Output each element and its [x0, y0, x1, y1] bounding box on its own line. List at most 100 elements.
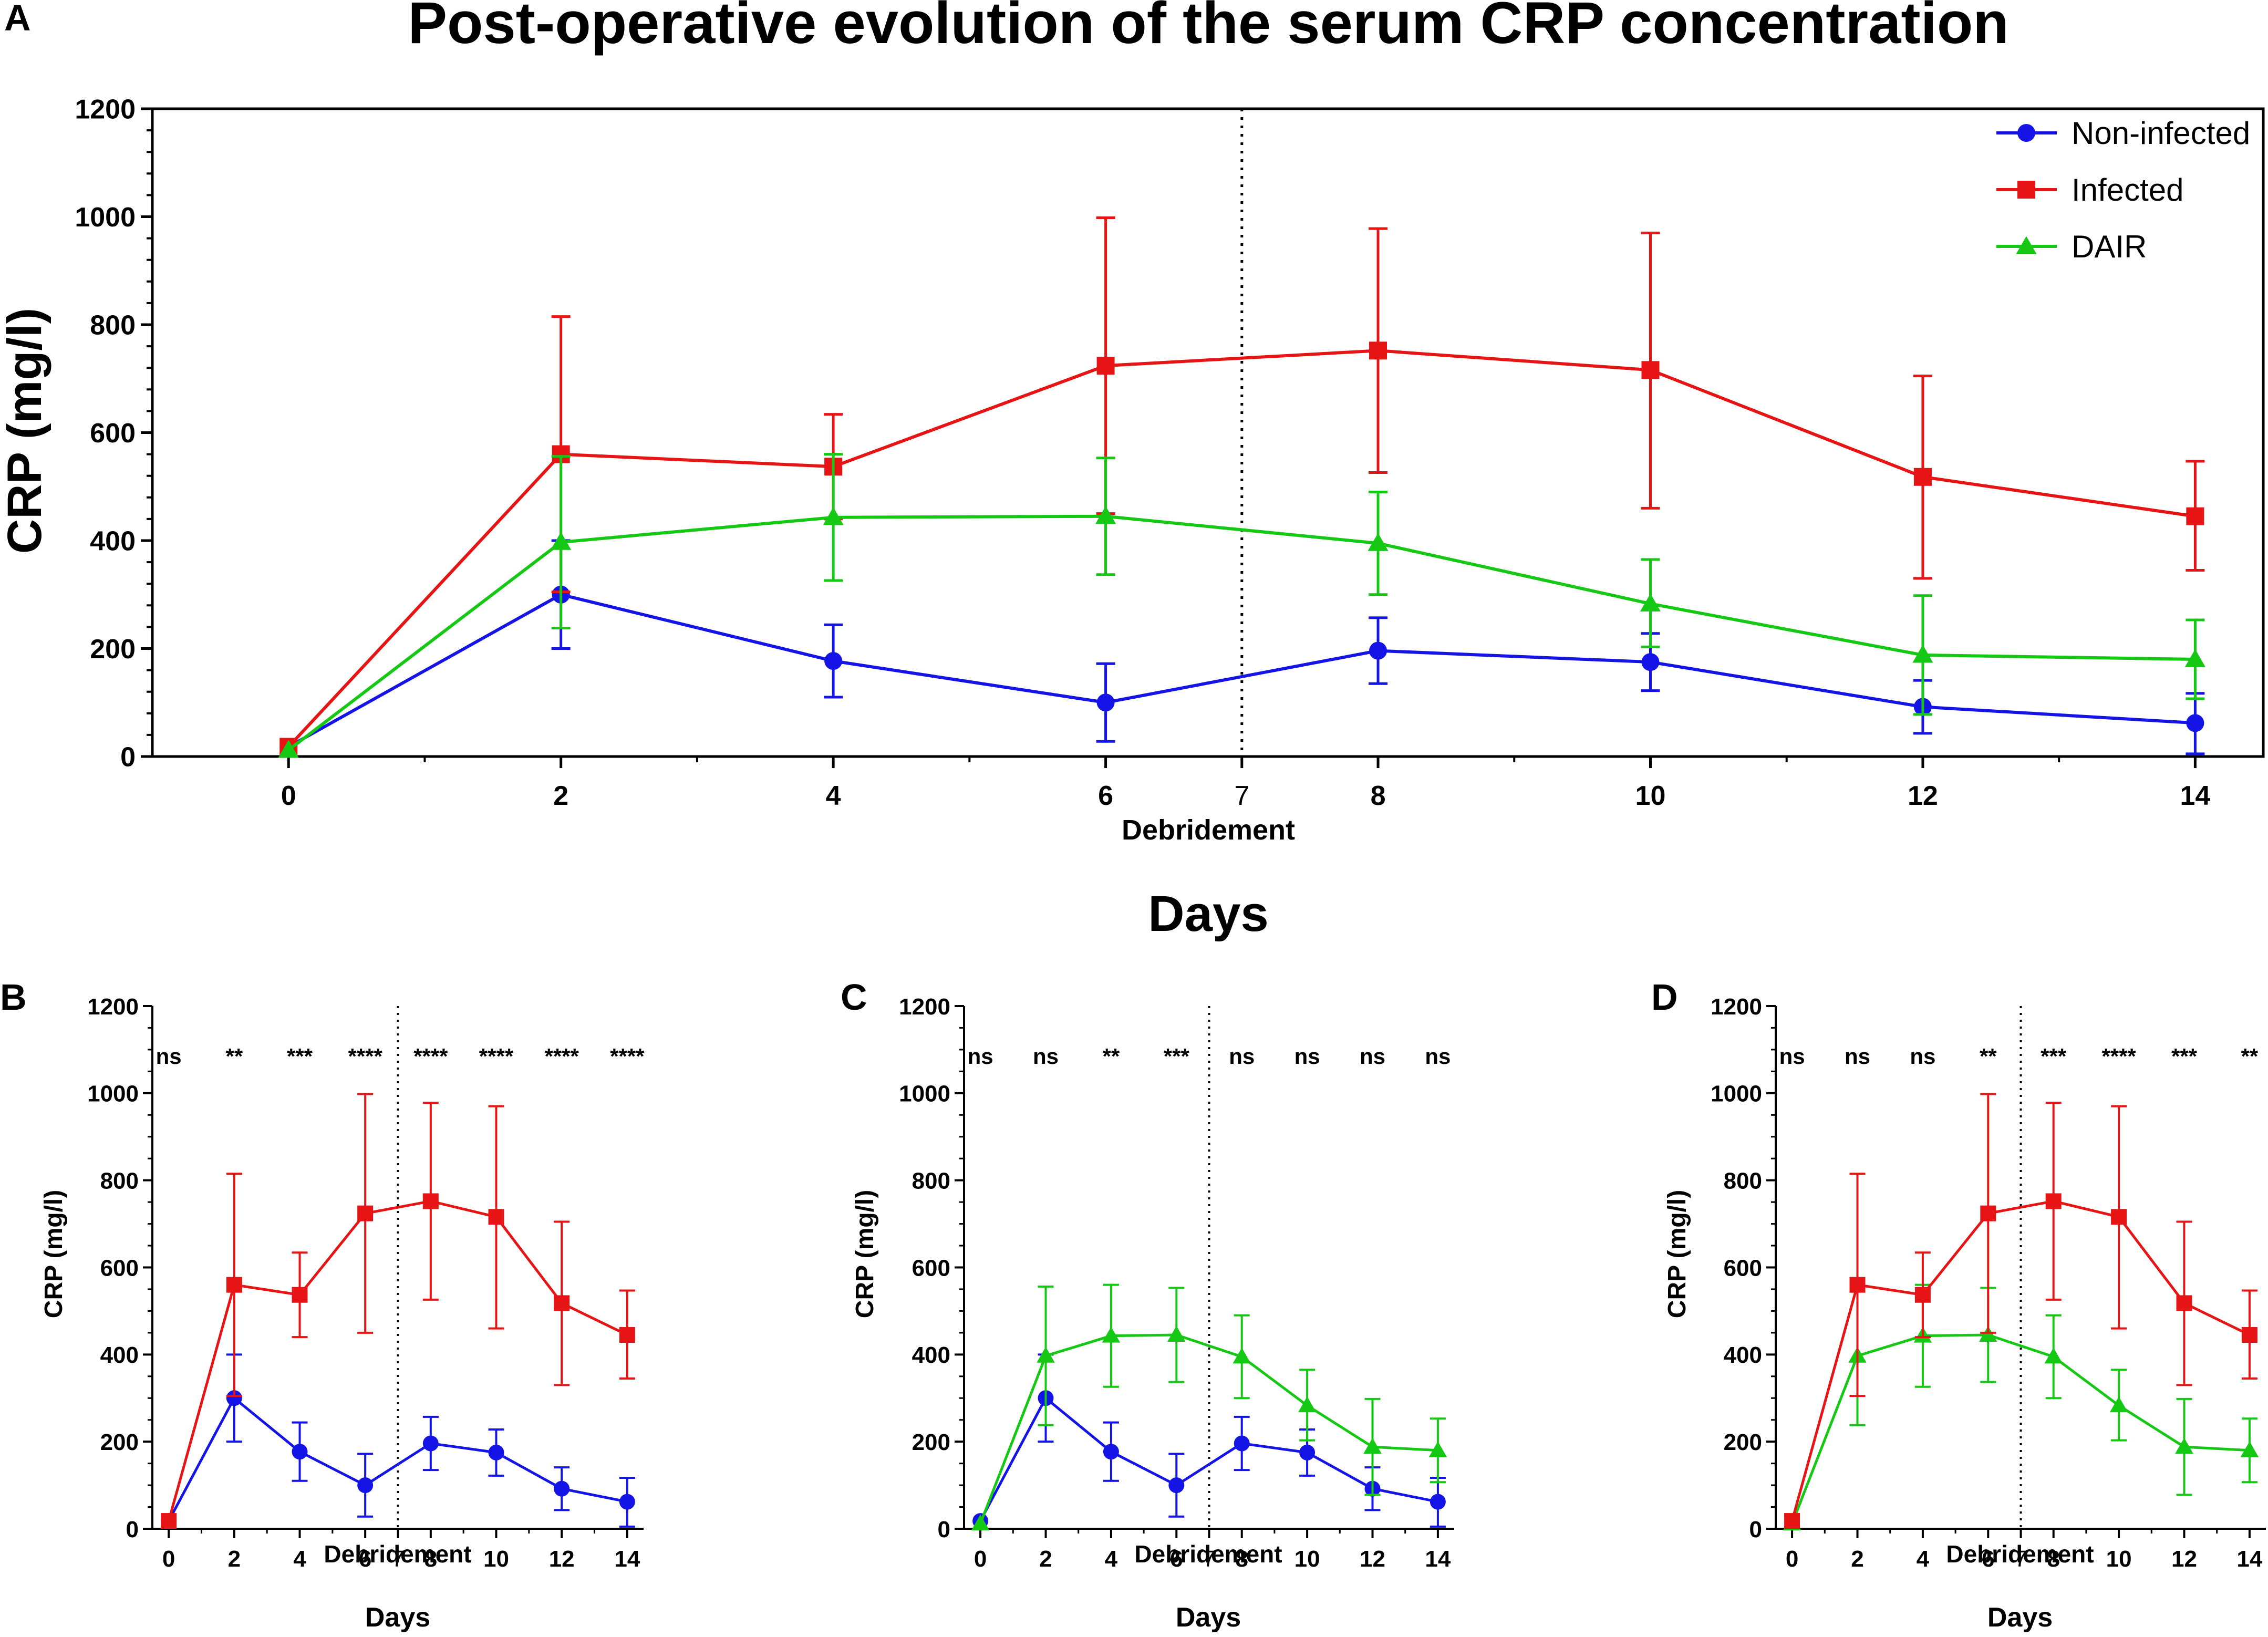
panel-c-significance-label: ns: [1294, 1044, 1320, 1069]
panel-c-significance-label: ***: [1164, 1044, 1190, 1069]
panel-b-x-tick-label: 0: [162, 1546, 175, 1572]
panel-c-noninfected-point: [1103, 1444, 1119, 1460]
panel-b-y-tick-label: 0: [126, 1517, 139, 1542]
panel-a-legend-swatch-marker: [2016, 236, 2037, 254]
panel-b-significance-label: ****: [348, 1044, 382, 1069]
panel-d-infected-point: [1784, 1513, 1800, 1529]
panel-b-noninfected-point: [422, 1435, 439, 1452]
panel-a-noninfected-point: [1369, 641, 1387, 660]
panel-d-infected-point: [2176, 1295, 2192, 1311]
panel-b-x-tick-label: 10: [483, 1546, 509, 1572]
panel-c-noninfected-line: [979, 1396, 1438, 1522]
panel-a-y-tick-label: 400: [90, 526, 136, 557]
panel-a-legend-label: Non-infected: [2072, 116, 2250, 151]
panel-d-dair-point: [2175, 1437, 2193, 1454]
panel-a-infected-point: [1369, 341, 1387, 360]
panel-b-noninfected-point: [619, 1494, 635, 1510]
panel-a-plot: 0 200 400 600 800 1000 1200 0 2 4 6 7 8 10 12 14 Non-inf…: [75, 95, 2265, 811]
panel-d-x-tick-label: 14: [2236, 1546, 2262, 1572]
panel-a-x-tick-label: 4: [826, 781, 841, 811]
panel-a-x-tick-label: 6: [1098, 781, 1113, 811]
panel-a-x-axis-label: Days: [1148, 886, 1269, 942]
panel-b-y-axis-label: CRP (mg/l): [40, 1190, 68, 1318]
panel-c-dair-point: [971, 1514, 990, 1530]
panel-d-x-tick-label: 4: [1917, 1546, 1930, 1572]
panel-b-series-infected: [161, 1093, 635, 1529]
panel-a-legend-swatch-marker: [2017, 181, 2035, 199]
panel-a-x-tick-label: 14: [2180, 781, 2210, 811]
panel-c-x-tick-label: 8: [1235, 1546, 1248, 1572]
panel-a-legend-item-infected: Infected: [1996, 172, 2184, 208]
panel-c-x-tick-label: 10: [1294, 1546, 1320, 1572]
panel-d-dair-point: [2109, 1396, 2128, 1413]
panel-a-dair-point: [823, 507, 844, 525]
panel-a-infected-point: [1096, 357, 1115, 375]
panel-a-legend-label: Infected: [2072, 172, 2184, 208]
panel-a-dair-point: [551, 532, 572, 550]
panel-c-significance-label: ns: [1360, 1044, 1385, 1069]
panel-c-y-tick-label: 400: [912, 1342, 950, 1368]
panel-b-significance-label: ***: [287, 1044, 313, 1069]
panel-d-infected-point: [2241, 1327, 2257, 1343]
panel-a-series-dair: [278, 453, 2205, 758]
panel-c-noninfected-point: [1234, 1435, 1250, 1452]
panel-d-dair-point: [2044, 1348, 2063, 1364]
panel-b-y-tick-label: 1200: [87, 994, 139, 1020]
panel-b-infected-point: [357, 1205, 374, 1221]
panel-a-dair-point: [278, 740, 299, 758]
panel-c-x-axis-label: Days: [1176, 1602, 1241, 1633]
panel-b-letter: B: [0, 977, 27, 1018]
panel-a-x-tick-label: 8: [1371, 781, 1386, 811]
panel-d-x-tick-label: 0: [1786, 1546, 1798, 1572]
panel-a-noninfected-point: [1641, 653, 1660, 671]
panel-c-dair-point: [1363, 1437, 1382, 1454]
panel-d-y-tick-label: 1200: [1711, 994, 1762, 1020]
panel-d-significance-label: ns: [1910, 1044, 1935, 1069]
panel-b-infected-point: [292, 1287, 308, 1303]
panel-d-dair-line: [1790, 1333, 2250, 1524]
panel-a-x-tick-label: 2: [553, 781, 568, 811]
panel-a-infected-point: [1913, 468, 1932, 486]
panel-c-dair-point: [1233, 1348, 1251, 1364]
panel-b-significance-label: ****: [610, 1044, 645, 1069]
panel-c-dair-point: [1102, 1327, 1121, 1343]
panel-d-significance-label: ns: [1845, 1044, 1870, 1069]
panel-d-x-tick-label: 12: [2171, 1546, 2197, 1572]
panel-c-y-tick-label: 200: [912, 1429, 950, 1455]
panel-a-letter: A: [4, 0, 31, 38]
panel-a-dair-line: [287, 514, 2195, 752]
panel-c-noninfected-point: [1430, 1494, 1446, 1510]
panel-a-dair-point: [1368, 533, 1389, 551]
panel-a-noninfected-line: [287, 593, 2195, 749]
panel-c-y-tick-label: 600: [912, 1255, 950, 1281]
panel-c-series-dair: [971, 1283, 1447, 1530]
panel-d-plot: 0 200 400 600 800 1000 1200 0 2 4 6 7 8 10 12 14 ns ns ns *…: [1711, 994, 2266, 1572]
panel-b-infected-line: [167, 1199, 628, 1521]
panel-d-dair-point: [2240, 1441, 2259, 1457]
panel-a-infected-point: [2186, 507, 2204, 525]
panel-d-debridement-label: Debridement: [1946, 1540, 2094, 1568]
panel-c-dair-point: [1037, 1346, 1055, 1363]
panel-c-noninfected-point: [1168, 1477, 1185, 1494]
panel-c-y-tick-label: 1200: [899, 994, 950, 1020]
panel-b-infected-point: [422, 1193, 439, 1209]
panel-a-infected-point: [1641, 361, 1660, 379]
panel-a-debridement-label: Debridement: [1122, 814, 1295, 846]
panel-d-significance-label: **: [2241, 1044, 2259, 1069]
panel-d-x-tick-label: 2: [1851, 1546, 1863, 1572]
panel-d-y-tick-label: 400: [1724, 1342, 1762, 1368]
panel-d-significance-label: ****: [2101, 1044, 2136, 1069]
panel-a-x-tick-label: 7: [1234, 781, 1249, 811]
panel-a-y-tick-label: 1200: [75, 95, 136, 125]
panel-b-y-tick-label: 200: [100, 1429, 139, 1455]
panel-b-noninfected-line: [167, 1396, 628, 1522]
panel-a-x-tick-label: 0: [281, 781, 296, 811]
panel-d-significance-label: ***: [2041, 1044, 2067, 1069]
panel-a-dair-point: [1640, 593, 1661, 612]
panel-d-x-axis-label: Days: [1987, 1602, 2053, 1633]
panel-c-significance-label: ns: [1033, 1044, 1059, 1069]
panel-b-x-axis-label: Days: [365, 1602, 430, 1633]
panel-b-x-tick-label: 12: [549, 1546, 575, 1572]
